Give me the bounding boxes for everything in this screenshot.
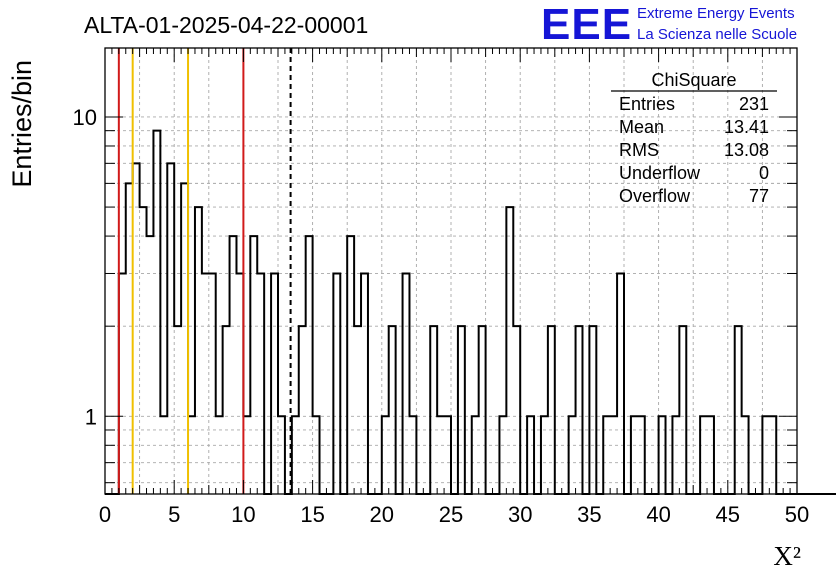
stats-label: RMS [619, 140, 659, 160]
stats-label: Mean [619, 117, 664, 137]
eee-logo-mark: EEE [541, 0, 632, 49]
x-tick-label: 40 [646, 502, 670, 527]
chart-title: ALTA-01-2025-04-22-00001 [84, 12, 368, 38]
grid-lines [105, 48, 797, 494]
stats-title: ChiSquare [651, 70, 736, 90]
x-tick-label: 20 [370, 502, 394, 527]
stats-label: Overflow [619, 186, 691, 206]
axis-ticks [104, 48, 798, 494]
x-tick-label: 50 [785, 502, 809, 527]
y-tick-label: 1 [85, 404, 97, 429]
y-tick-label: 10 [73, 105, 97, 130]
x-tick-label: 15 [300, 502, 324, 527]
histogram-bars [105, 129, 836, 495]
x-tick-label: 45 [716, 502, 740, 527]
stats-value: 13.08 [724, 140, 769, 160]
stats-value: 13.41 [724, 117, 769, 137]
x-tick-label: 30 [508, 502, 532, 527]
eee-logo-line1: Extreme Energy Events [637, 5, 795, 22]
stats-value: 0 [759, 163, 769, 183]
x-tick-label: 5 [168, 502, 180, 527]
x-axis-label: X² [773, 541, 801, 571]
stats-value: 77 [749, 186, 769, 206]
marker-lines [117, 48, 292, 494]
x-tick-label: 10 [231, 502, 255, 527]
eee-logo: EEE Extreme Energy Events La Scienza nel… [541, 0, 797, 49]
stats-value: 231 [739, 94, 769, 114]
x-tick-label: 0 [99, 502, 111, 527]
x-tick-label: 25 [439, 502, 463, 527]
stats-box: ChiSquare Entries 231 Mean 13.41 RMS 13.08 Und… [611, 70, 777, 206]
y-axis-label: Entries/bin [7, 60, 37, 188]
y-tick-labels: 1 10 [73, 105, 97, 429]
stats-label: Underflow [619, 163, 701, 183]
eee-logo-line2: La Scienza nelle Scuole [637, 26, 797, 43]
stats-label: Entries [619, 94, 675, 114]
x-tick-labels: 0 5 10 15 20 25 30 35 40 45 50 [99, 502, 809, 527]
x-tick-label: 35 [577, 502, 601, 527]
histogram-outline [105, 129, 836, 495]
